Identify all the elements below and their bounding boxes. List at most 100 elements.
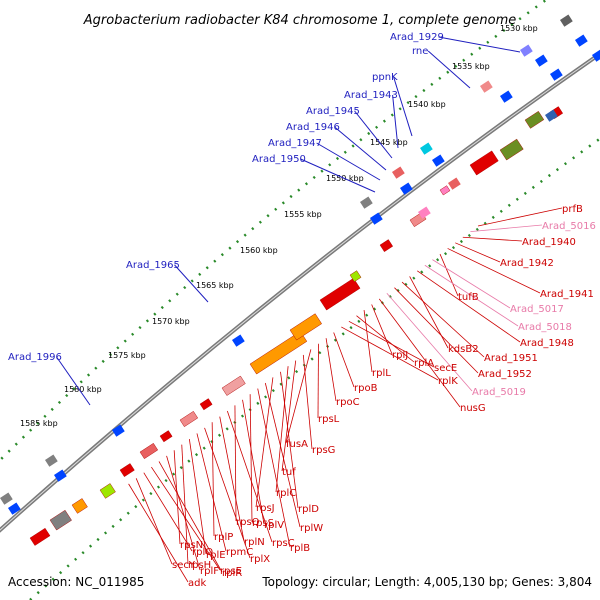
gene-feature [535,54,548,67]
label-connector [56,356,91,406]
gene-feature [439,185,451,196]
gene-feature [232,334,245,347]
gene-feature [139,443,159,459]
label-connector [356,315,415,363]
label-connector [196,433,227,552]
label-connector [174,264,209,303]
label-connector [280,371,299,509]
gene-feature [349,270,362,282]
gene-feature [221,375,246,396]
label-connector [363,310,373,373]
label-connector [371,304,393,355]
gene-label: rplP [214,532,233,543]
gene-label: tuf [282,467,296,478]
gene-label: rplA [414,358,434,369]
label-connector [143,472,193,552]
label-connector [470,224,543,233]
gene-label: Arad_1940 [522,237,576,248]
gene-feature [392,166,405,179]
gene-feature [559,14,573,27]
tick-label: 1565 kbp [196,281,234,290]
gene-label: secE [434,363,457,374]
gene-feature [249,331,308,375]
tick-label: 1535 kbp [452,62,490,71]
label-connector [166,455,201,571]
gene-label: rplJ [392,350,408,361]
gene-label: Arad_1948 [520,338,574,349]
gene-feature [99,483,116,499]
label-connector [325,338,337,402]
label-connector [316,142,381,181]
label-connector [249,394,253,523]
gene-label: rplB [290,543,310,554]
gene-label: Arad_1945 [306,106,360,117]
gene-feature [159,430,173,443]
gene-label: prfB [562,204,583,215]
gene-feature [199,398,213,411]
label-connector [334,126,387,171]
gene-feature [499,138,524,161]
gene-feature [469,150,499,176]
label-connector [392,94,399,149]
label-connector [302,354,313,450]
gene-feature [500,90,513,103]
gene-label: Arad_5016 [542,221,596,232]
label-connector [257,388,291,548]
label-connector [234,405,237,522]
tick-label: 1570 kbp [152,317,190,326]
gene-label: rplD [298,504,319,515]
gene-label: rpsE [220,566,242,577]
label-connector [477,207,563,227]
tick-label: 1560 kbp [240,246,278,255]
gene-label: rpoB [354,383,378,394]
gene-label: rpsG [312,445,335,456]
gene-label: rplE [206,550,226,561]
gene-feature [8,502,21,515]
gene-label: rpsS [252,518,274,529]
tick-label: 1530 kbp [500,24,538,33]
gene-label: Arad_1965 [126,260,180,271]
gene-label: rplF [200,566,219,577]
gene-feature [592,49,600,62]
label-connector [333,332,355,388]
tick-label: 1585 kbp [20,419,58,428]
gene-label: rpsQ [236,517,260,528]
label-connector [439,253,459,297]
gene-label: Arad_1943 [344,90,398,101]
label-connector [128,483,189,583]
gene-label: rplC [276,488,296,499]
label-connector [181,444,189,565]
gene-label: rpsC [272,538,295,549]
gene-label: rpsH [188,560,211,571]
gene-feature [520,44,533,57]
gene-feature [29,527,51,546]
label-connector [204,427,251,559]
label-connector [394,287,479,374]
label-connector [462,236,523,242]
label-connector [424,264,519,327]
gene-label: Arad_1951 [484,353,538,364]
gene-feature [575,34,588,47]
label-connector [354,110,393,159]
label-connector [173,450,181,545]
gene-label: rpmC [226,547,253,558]
label-connector [432,259,511,309]
gene-label: rplW [300,523,323,534]
gene-label: ppnK [372,72,398,83]
gene-feature [400,182,413,195]
label-connector [158,461,223,573]
gene-feature [119,463,135,477]
gene-label: secY [172,560,196,571]
gene-label: Arad_5019 [472,387,526,398]
gene-label: rplX [250,554,270,565]
tick-label: 1575 kbp [108,351,146,360]
gene-label: rpoC [336,397,360,408]
label-connector [285,349,312,444]
label-connector [255,377,274,508]
label-connector [393,76,413,137]
label-connector [455,242,501,263]
label-connector [211,422,215,537]
label-connector [427,50,471,89]
label-connector [378,298,461,408]
label-connector [264,382,301,528]
